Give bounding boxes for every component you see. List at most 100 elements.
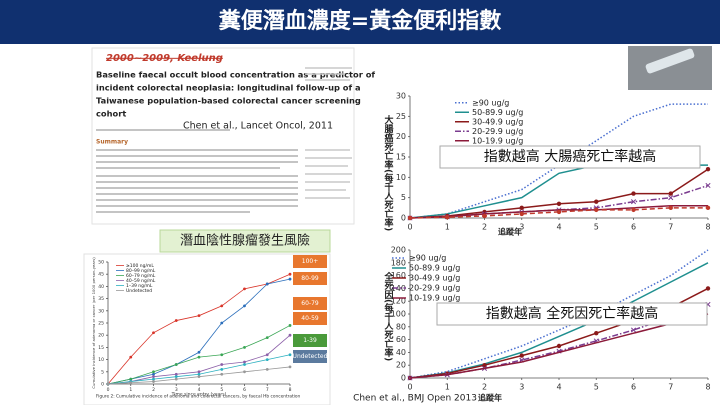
- x-tick-label: 4: [198, 387, 201, 393]
- series-line: [409, 207, 708, 219]
- x-axis-label: 追蹤年: [478, 393, 502, 403]
- marker: [265, 336, 269, 340]
- x-tick-label: 7: [668, 223, 673, 232]
- y-tick-label: 100: [391, 310, 406, 319]
- side-label: 80-99: [301, 275, 319, 282]
- marker: [243, 370, 246, 374]
- marker: [174, 363, 178, 366]
- legend-label: 50-89.9 ug/g: [409, 264, 460, 273]
- marker: [288, 365, 292, 369]
- y-tick-label: 160: [391, 271, 406, 280]
- marker: [630, 327, 637, 333]
- series-line: [409, 262, 709, 379]
- paper-title: cohort: [96, 109, 126, 119]
- y-tick-label: 80: [396, 322, 406, 331]
- x-tick-label: 6: [631, 383, 636, 392]
- marker: [265, 353, 269, 357]
- marker: [265, 358, 269, 361]
- y-tick-label: 30: [396, 92, 406, 101]
- x-tick-label: 7: [266, 387, 269, 393]
- x-tick-label: 6: [243, 387, 246, 393]
- marker: [288, 277, 292, 281]
- marker: [129, 377, 133, 381]
- chart-title-box: [159, 229, 331, 253]
- marker: [197, 350, 201, 354]
- x-tick-label: 3: [519, 223, 524, 232]
- slide-title: 糞便潛血濃度=黃金便利指數: [218, 8, 501, 34]
- y-tick-label: 15: [396, 153, 406, 162]
- marker: [519, 353, 524, 358]
- marker: [482, 363, 487, 368]
- x-axis-label: 追蹤年: [498, 227, 522, 237]
- paper-title: incident colorectal neoplasia: longitudi…: [96, 83, 361, 93]
- marker: [152, 331, 155, 335]
- x-axis-label: Time since entry (years): [171, 392, 227, 398]
- y-tick-label: 0: [101, 382, 104, 388]
- marker: [288, 353, 292, 357]
- source: Chen et al., BMJ Open 2013: [353, 394, 477, 404]
- y-tick-label: 45: [98, 272, 104, 278]
- y-tick-label: 15: [98, 345, 104, 351]
- side-label: 1-39: [303, 337, 317, 344]
- legend-label: 10-19.9 ug/g: [472, 136, 523, 145]
- marker: [407, 215, 413, 221]
- marker: [220, 353, 224, 357]
- legend-label: 50-89.9 ug/g: [472, 108, 523, 117]
- x-tick-label: 1: [445, 383, 450, 392]
- x-tick-label: 0: [407, 383, 412, 392]
- marker: [152, 375, 155, 379]
- chart-title: 潛血陰性腺瘤發生風險: [180, 233, 310, 249]
- marker: [668, 191, 673, 196]
- series-line: [409, 249, 709, 379]
- side-label: 60-79: [301, 300, 319, 307]
- summary-heading: Summary: [96, 139, 128, 146]
- y-tick-label: 180: [391, 258, 406, 267]
- legend-label: 1–39 ng/mL: [126, 283, 153, 289]
- legend-label: ≥100 ng/mL: [126, 263, 154, 269]
- marker: [220, 363, 224, 366]
- side-label-box: [293, 334, 327, 347]
- marker: [152, 380, 155, 383]
- marker: [220, 372, 224, 376]
- marker: [288, 324, 292, 327]
- y-tick-label: 0: [401, 374, 406, 383]
- marker: [197, 355, 201, 359]
- y-axis-label: Cumulative incidence of adenoma or cance…: [91, 257, 96, 389]
- x-tick-label: 4: [556, 223, 561, 232]
- photo-bg: [628, 46, 712, 90]
- y-tick-label: 50: [98, 260, 104, 266]
- x-tick-label: 5: [220, 387, 223, 393]
- body-text-lines: [96, 129, 298, 213]
- legend-label: 30-49.9 ug/g: [472, 117, 523, 126]
- y-tick-label: 25: [98, 321, 104, 327]
- y-tick-label: 60: [396, 335, 406, 344]
- x-tick-label: 3: [519, 383, 524, 392]
- marker: [265, 367, 269, 371]
- x-tick-label: 4: [556, 383, 561, 392]
- marker: [594, 199, 599, 204]
- annotation-box: [436, 302, 708, 326]
- y-tick-label: 120: [391, 297, 406, 306]
- x-tick-label: 2: [482, 223, 487, 232]
- marker: [445, 214, 450, 220]
- marker: [197, 314, 201, 318]
- paper-title: Baseline faecal occult blood concentrati…: [96, 70, 375, 80]
- legend-label: 30-49.9 ug/g: [409, 274, 460, 283]
- legend-label: 20-29.9 ug/g: [409, 284, 460, 293]
- marker: [288, 272, 292, 276]
- y-tick-label: 0: [401, 214, 406, 223]
- paper-citation: Chen et al., Lancet Oncol, 2011: [183, 121, 333, 132]
- side-label-box: [293, 297, 327, 310]
- x-tick-label: 0: [107, 387, 110, 393]
- photo: [628, 46, 712, 90]
- marker: [594, 331, 599, 336]
- x-tick-label: 8: [289, 387, 292, 393]
- side-label: Undetected: [293, 353, 328, 360]
- legend-label: ≥90 ug/g: [409, 254, 446, 263]
- marker: [243, 363, 246, 366]
- legend-label: 40–59 ng/mL: [126, 278, 156, 284]
- annotation: 指數越高 全死因死亡率越高: [486, 305, 658, 322]
- y-tick-label: 40: [396, 348, 406, 357]
- marker: [220, 367, 224, 371]
